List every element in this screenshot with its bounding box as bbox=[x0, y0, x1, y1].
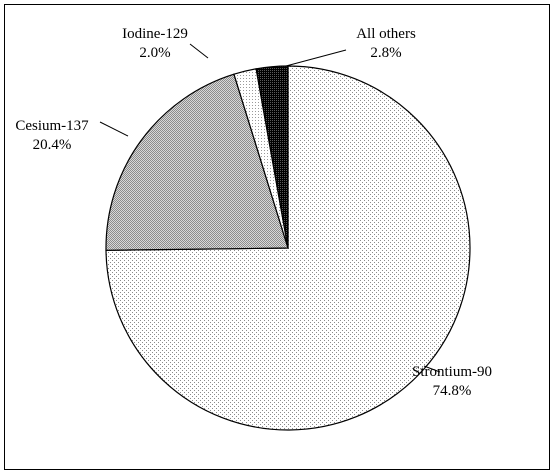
leader-line-strontium-90 bbox=[423, 365, 441, 373]
slice-label-all-others: All others bbox=[356, 26, 416, 42]
slice-strontium-90 bbox=[105, 65, 471, 431]
slice-labels: Strontium-90 74.8% Cesium-137 20.4% Iodine-1… bbox=[15, 26, 492, 399]
slice-all-others bbox=[255, 65, 289, 249]
slice-cesium-137 bbox=[105, 73, 289, 251]
leader-line-iodine-129 bbox=[189, 43, 209, 59]
slice-label-strontium-90: Strontium-90 bbox=[412, 364, 492, 380]
leader-line-cesium-137 bbox=[99, 121, 129, 137]
leader-lines bbox=[99, 43, 441, 373]
slice-value-cesium-137: 20.4% bbox=[33, 137, 72, 153]
pie-slices bbox=[105, 65, 471, 431]
slice-label-iodine-129: Iodine-129 bbox=[122, 26, 188, 42]
slice-value-iodine-129: 2.0% bbox=[139, 45, 170, 61]
slice-value-all-others: 2.8% bbox=[370, 45, 401, 61]
leader-line-all-others bbox=[285, 49, 347, 67]
slice-label-cesium-137: Cesium-137 bbox=[15, 118, 89, 134]
slice-value-strontium-90: 74.8% bbox=[433, 383, 472, 399]
